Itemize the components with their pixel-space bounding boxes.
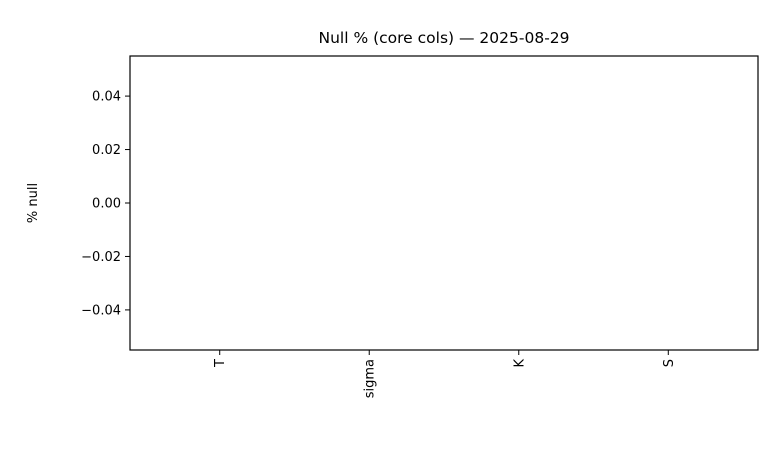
x-tick-label: K [512, 359, 527, 368]
y-axis-ticks: −0.04 −0.02 0.00 0.02 0.04 [81, 90, 130, 318]
x-tick-label: sigma [363, 359, 378, 398]
x-tick-label: S [662, 359, 677, 367]
y-tick-label: −0.04 [81, 303, 121, 318]
y-tick-label: 0.04 [92, 90, 121, 105]
plot-area-frame [129, 55, 759, 351]
x-tick-label: T [213, 359, 228, 368]
y-axis-label: % null [26, 183, 41, 223]
y-tick-label: −0.02 [81, 250, 121, 265]
chart-title: Null % (core cols) — 2025-08-29 [318, 29, 569, 47]
y-tick-label: 0.02 [92, 143, 121, 158]
y-tick-label: 0.00 [92, 197, 121, 212]
